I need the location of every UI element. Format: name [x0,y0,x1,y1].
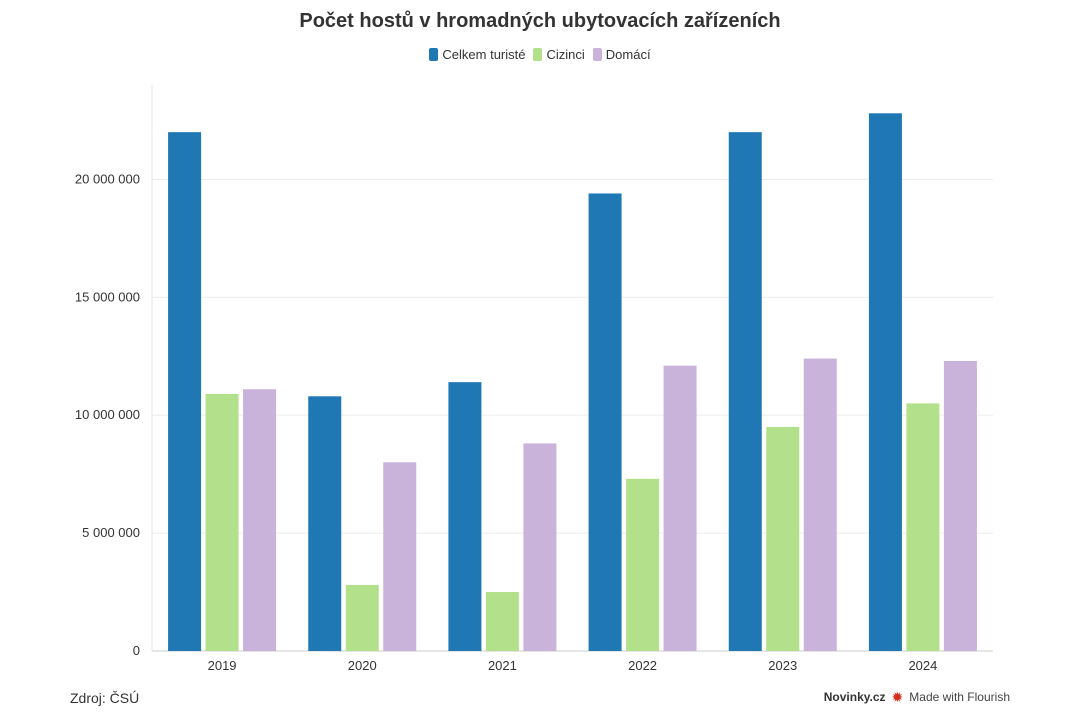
bar-dom-c--2024 [943,360,977,651]
y-tick-label: 0 [133,643,140,658]
bar-dom-c--2022 [663,365,697,651]
legend-swatch-total [429,48,439,61]
x-tick-label: 2019 [208,658,237,673]
source-note: Zdroj: ČSÚ [70,690,140,706]
x-tick-label: 2021 [488,658,517,673]
bar-dom-c--2019 [243,389,277,651]
legend-label-total: Celkem turisté [442,47,526,62]
chart-title: Počet hostů v hromadných ubytovacích zař… [299,10,781,32]
legend-label-domestic: Domácí [605,47,651,62]
legend-swatch-domestic [592,48,602,61]
brand-logo[interactable]: Novinky.cz [823,690,886,704]
x-tick-label: 2022 [628,658,657,673]
bar-cizinci-2024 [906,403,940,651]
legend-item-total[interactable]: Celkem turisté [429,47,525,62]
bar-dom-c--2020 [383,462,417,651]
bar-celkem-turist--2022 [588,193,622,651]
bar-cizinci-2019 [205,393,239,651]
footer-branding: Novinky.cz ✹ Made with Flourish [824,690,1010,704]
y-tick-label: 10 000 000 [75,407,140,422]
y-tick-label: 20 000 000 [75,171,140,186]
x-tick-label: 2023 [768,658,797,673]
legend: Celkem turisté Cizinci Domácí [0,47,1080,62]
bar-cizinci-2022 [626,478,660,651]
x-tick-label: 2024 [908,658,937,673]
bar-dom-c--2023 [803,358,837,651]
bar-celkem-turist--2024 [868,113,902,652]
x-tick-label: 2020 [348,658,377,673]
legend-swatch-foreign [533,48,543,61]
bar-celkem-turist--2021 [448,382,482,651]
y-tick-label: 15 000 000 [75,289,140,304]
legend-item-domestic[interactable]: Domácí [592,47,651,62]
bar-cizinci-2020 [345,584,379,651]
made-with-flourish[interactable]: Made with Flourish [909,690,1010,704]
bar-cizinci-2023 [766,426,800,651]
flourish-icon: ✹ [891,689,904,705]
bar-dom-c--2021 [523,443,557,651]
legend-label-foreign: Cizinci [546,47,585,62]
bar-celkem-turist--2023 [728,132,762,651]
bar-celkem-turist--2019 [168,132,202,651]
legend-item-foreign[interactable]: Cizinci [533,47,585,62]
y-tick-label: 5 000 000 [82,525,140,540]
bar-cizinci-2021 [485,592,519,651]
bar-celkem-turist--2020 [308,396,342,651]
